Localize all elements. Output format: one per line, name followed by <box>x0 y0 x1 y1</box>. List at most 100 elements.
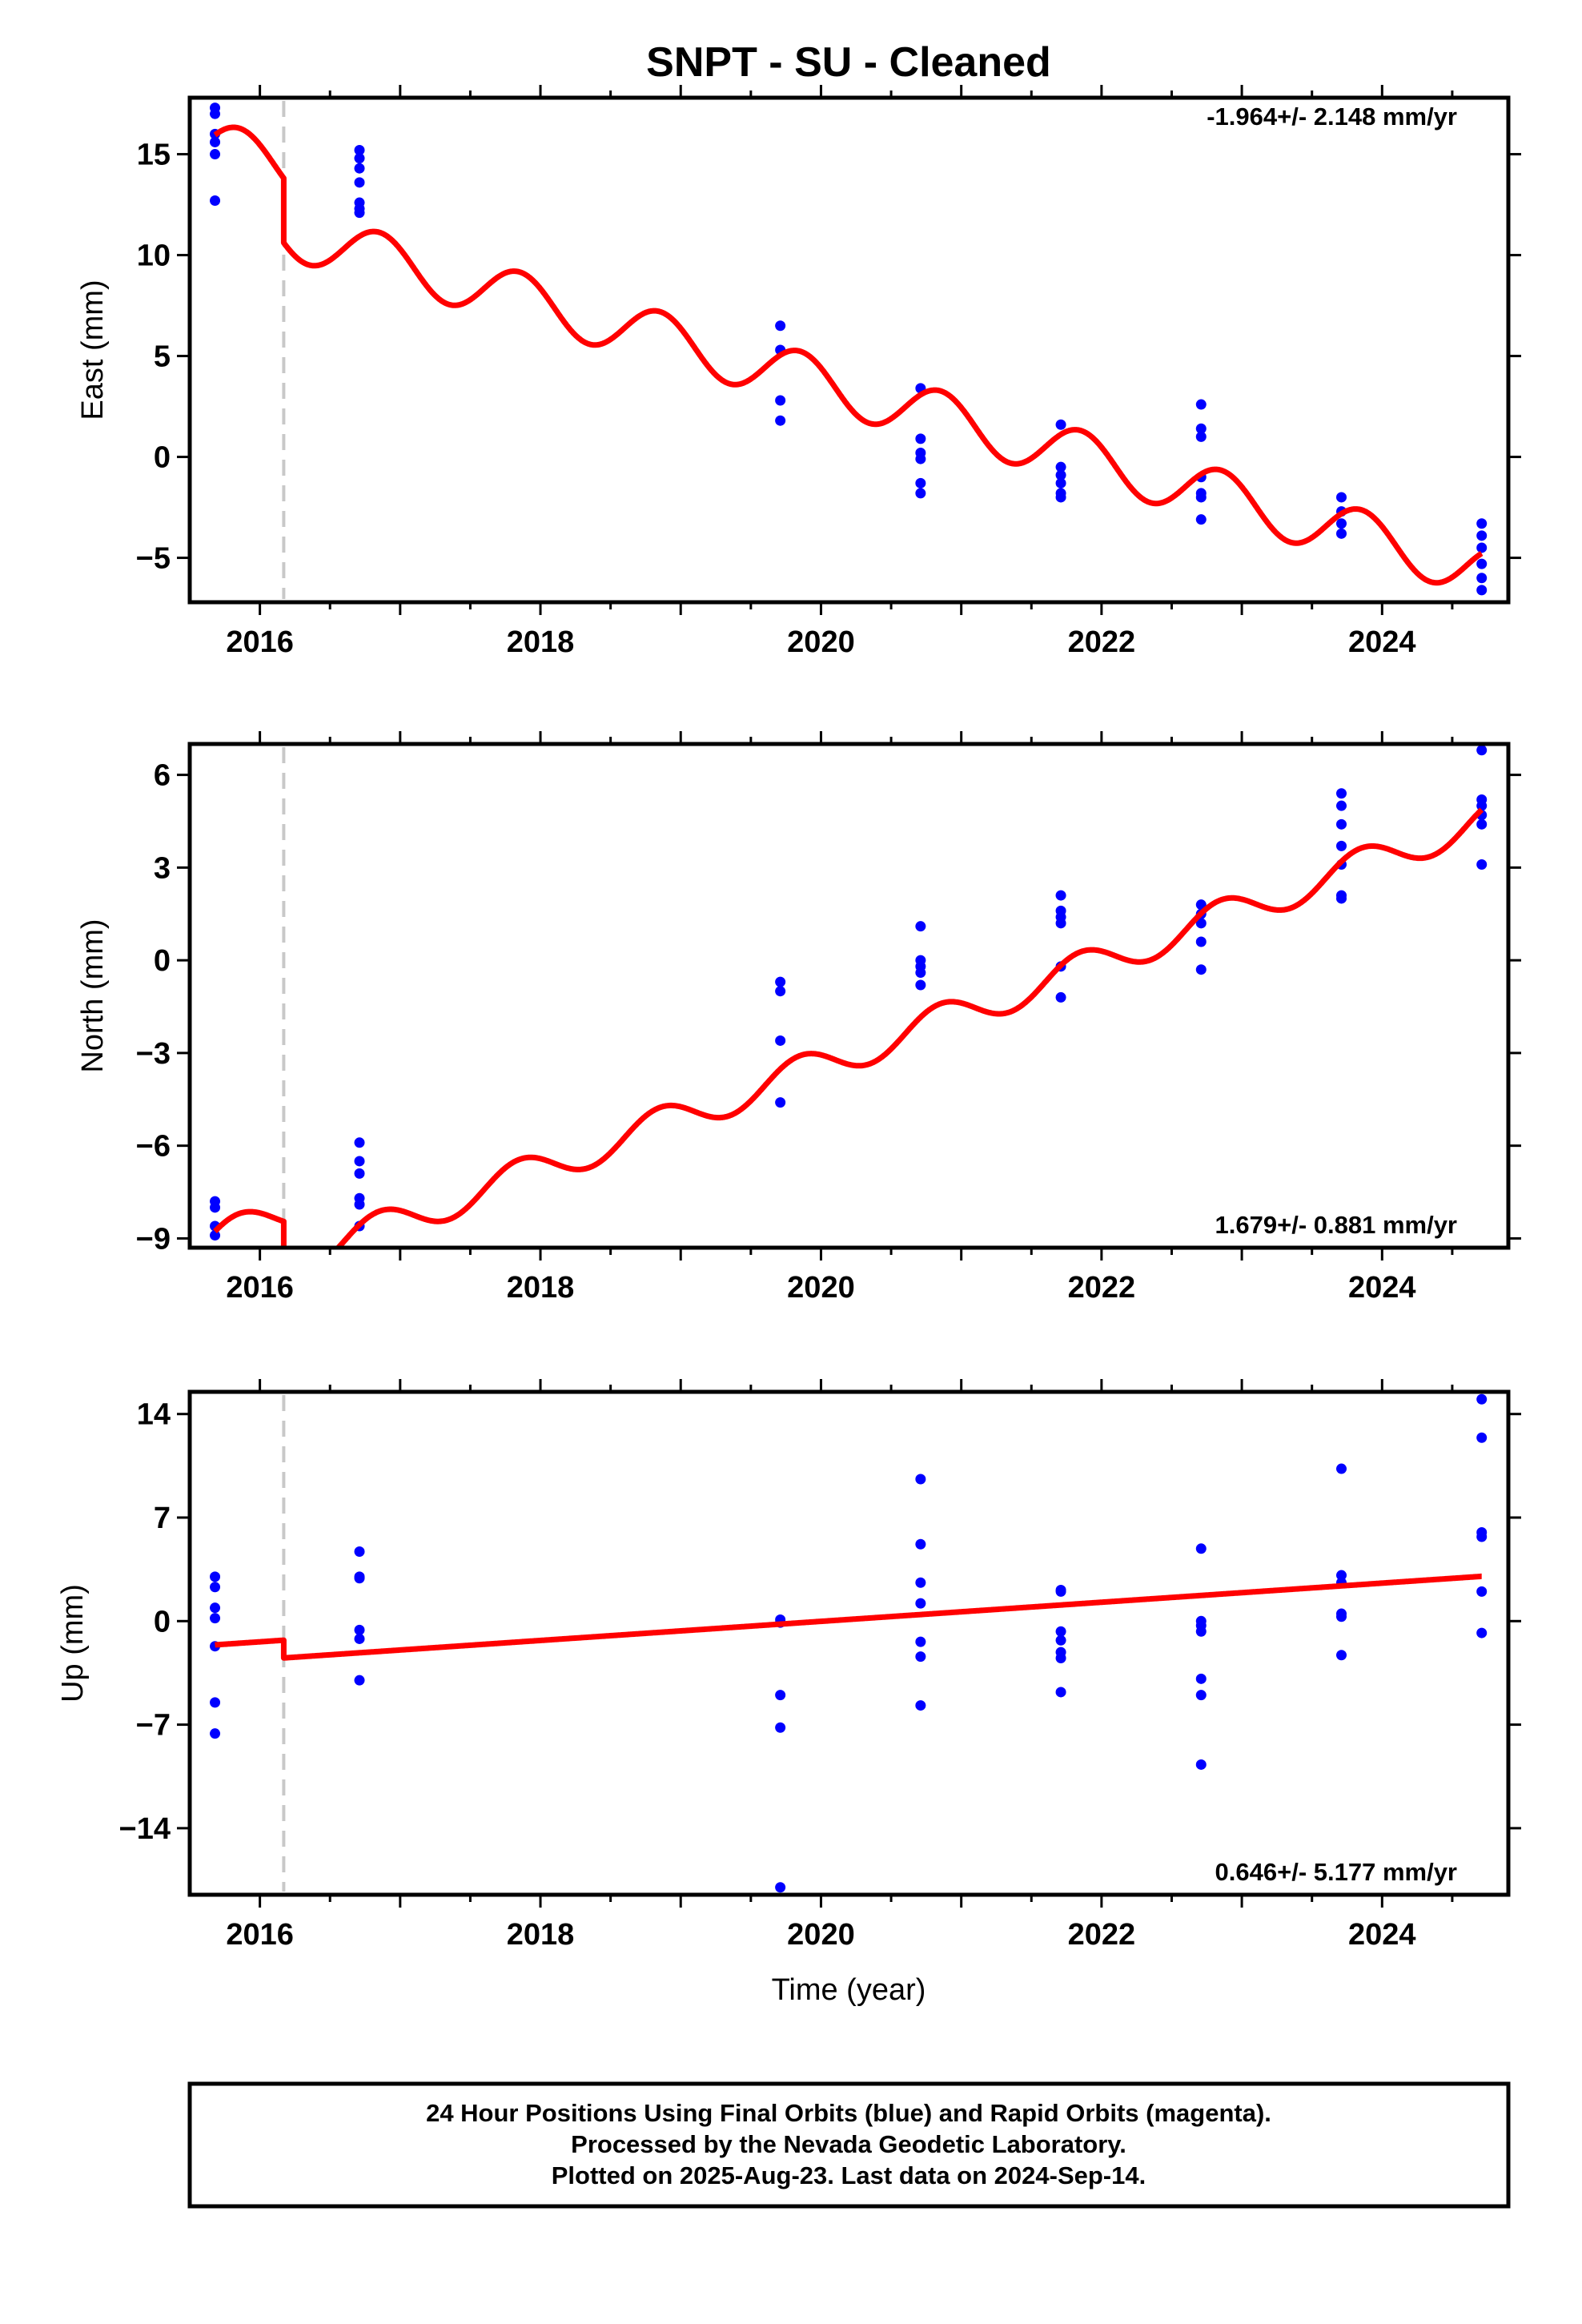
y-axis-label: Up (mm) <box>56 1584 90 1703</box>
x-tick-label: 2016 <box>226 1271 294 1305</box>
y-tick-label: 7 <box>154 1502 171 1535</box>
data-point <box>1335 492 1347 503</box>
data-point <box>1195 492 1207 503</box>
data-point <box>1335 800 1347 811</box>
data-point <box>1335 518 1347 529</box>
data-point <box>1335 840 1347 851</box>
data-point <box>915 1598 926 1609</box>
data-point <box>354 1633 365 1644</box>
data-point <box>775 1690 786 1701</box>
data-point <box>210 1202 221 1213</box>
data-point <box>1476 745 1488 756</box>
data-point <box>354 1624 365 1635</box>
y-tick-label: −7 <box>136 1709 171 1743</box>
data-point <box>775 1035 786 1046</box>
data-point <box>354 163 365 174</box>
data-point <box>775 395 786 406</box>
velocity-annotation: 0.646+/- 5.177 mm/yr <box>1215 1858 1457 1886</box>
data-point <box>354 1546 365 1557</box>
data-point <box>1195 423 1207 434</box>
y-tick-label: −5 <box>136 542 171 576</box>
data-point <box>1195 1673 1207 1684</box>
y-tick-label: −9 <box>136 1222 171 1256</box>
y-tick-label: 0 <box>154 441 171 475</box>
north-panel: 2016 2018 2020 2022 2024 −9 −6 −3 0 3 6 North (mm) 1… <box>76 731 1521 1305</box>
velocity-annotation: 1.679+/- 0.881 mm/yr <box>1215 1211 1457 1239</box>
data-point <box>210 149 221 160</box>
velocity-annotation: -1.964+/- 2.148 mm/yr <box>1207 103 1457 131</box>
x-tick-label: 2022 <box>1068 1918 1136 1952</box>
x-tick-label: 2020 <box>787 1918 855 1952</box>
x-tick-label: 2020 <box>787 625 855 659</box>
data-point <box>1476 1432 1488 1443</box>
data-point <box>775 320 786 332</box>
y-tick-label: 0 <box>154 944 171 978</box>
x-tick-label: 2020 <box>787 1271 855 1305</box>
data-point <box>1055 1652 1066 1663</box>
data-point <box>1476 1627 1488 1638</box>
y-axis-label: North (mm) <box>76 919 110 1072</box>
data-point <box>1335 1611 1347 1622</box>
footer-line-1: 24 Hour Positions Using Final Orbits (bl… <box>426 2099 1271 2127</box>
panel-frame <box>187 742 1511 1250</box>
data-point <box>1335 788 1347 799</box>
data-point <box>915 1700 926 1711</box>
model-curve <box>212 807 1484 1248</box>
data-point <box>1055 991 1066 1003</box>
data-point <box>1476 1586 1488 1597</box>
data-point <box>354 1675 365 1686</box>
data-point <box>915 921 926 932</box>
data-point <box>210 1728 221 1739</box>
data-point <box>1195 1759 1207 1770</box>
data-point <box>1195 936 1207 947</box>
data-point <box>210 1230 221 1241</box>
data-point <box>1476 518 1488 529</box>
data-point <box>1195 1690 1207 1701</box>
data-point <box>354 207 365 219</box>
data-point <box>1335 1650 1347 1661</box>
data-point <box>915 979 926 991</box>
x-tick-label: 2024 <box>1348 1271 1416 1305</box>
data-point <box>1195 964 1207 975</box>
data-point <box>1195 399 1207 410</box>
y-tick-label: −14 <box>119 1812 171 1846</box>
data-point <box>210 1571 221 1582</box>
data-point <box>915 453 926 464</box>
y-tick-label: 5 <box>154 340 171 374</box>
data-point <box>915 967 926 979</box>
footer-box <box>187 2081 1511 2209</box>
y-tick-label: 15 <box>137 139 171 172</box>
data-point <box>1335 818 1347 830</box>
data-point <box>1055 1634 1066 1646</box>
data-point <box>210 1697 221 1708</box>
data-point <box>1476 558 1488 569</box>
data-point <box>1195 431 1207 442</box>
x-tick-label: 2018 <box>507 625 575 659</box>
x-tick-label: 2018 <box>507 1918 575 1952</box>
data-point <box>1055 1687 1066 1698</box>
data-point <box>1055 890 1066 901</box>
model-curve <box>212 1573 1484 1661</box>
x-tick-label: 2016 <box>226 625 294 659</box>
x-tick-label: 2024 <box>1348 625 1416 659</box>
data-point <box>1476 530 1488 541</box>
data-point <box>354 1199 365 1210</box>
data-point <box>354 1137 365 1148</box>
data-point <box>915 1651 926 1663</box>
y-tick-label: 6 <box>154 759 171 793</box>
data-point <box>775 1722 786 1733</box>
data-point <box>775 976 786 987</box>
data-point <box>354 1156 365 1167</box>
y-tick-label: 14 <box>137 1398 171 1432</box>
data-point <box>915 433 926 444</box>
data-point <box>775 1882 786 1893</box>
x-tick-label: 2022 <box>1068 625 1136 659</box>
up-panel: 2016 2018 2020 2022 2024 −14 −7 0 7 14 Up (mm) 0.64… <box>56 1379 1521 1952</box>
model-curve <box>212 124 1484 586</box>
data-point <box>1055 419 1066 430</box>
y-tick-label: 10 <box>137 239 171 273</box>
panel-frame <box>187 95 1511 605</box>
panel-frame <box>187 1389 1511 1897</box>
footer-line-2: Processed by the Nevada Geodetic Laborat… <box>571 2130 1126 2158</box>
